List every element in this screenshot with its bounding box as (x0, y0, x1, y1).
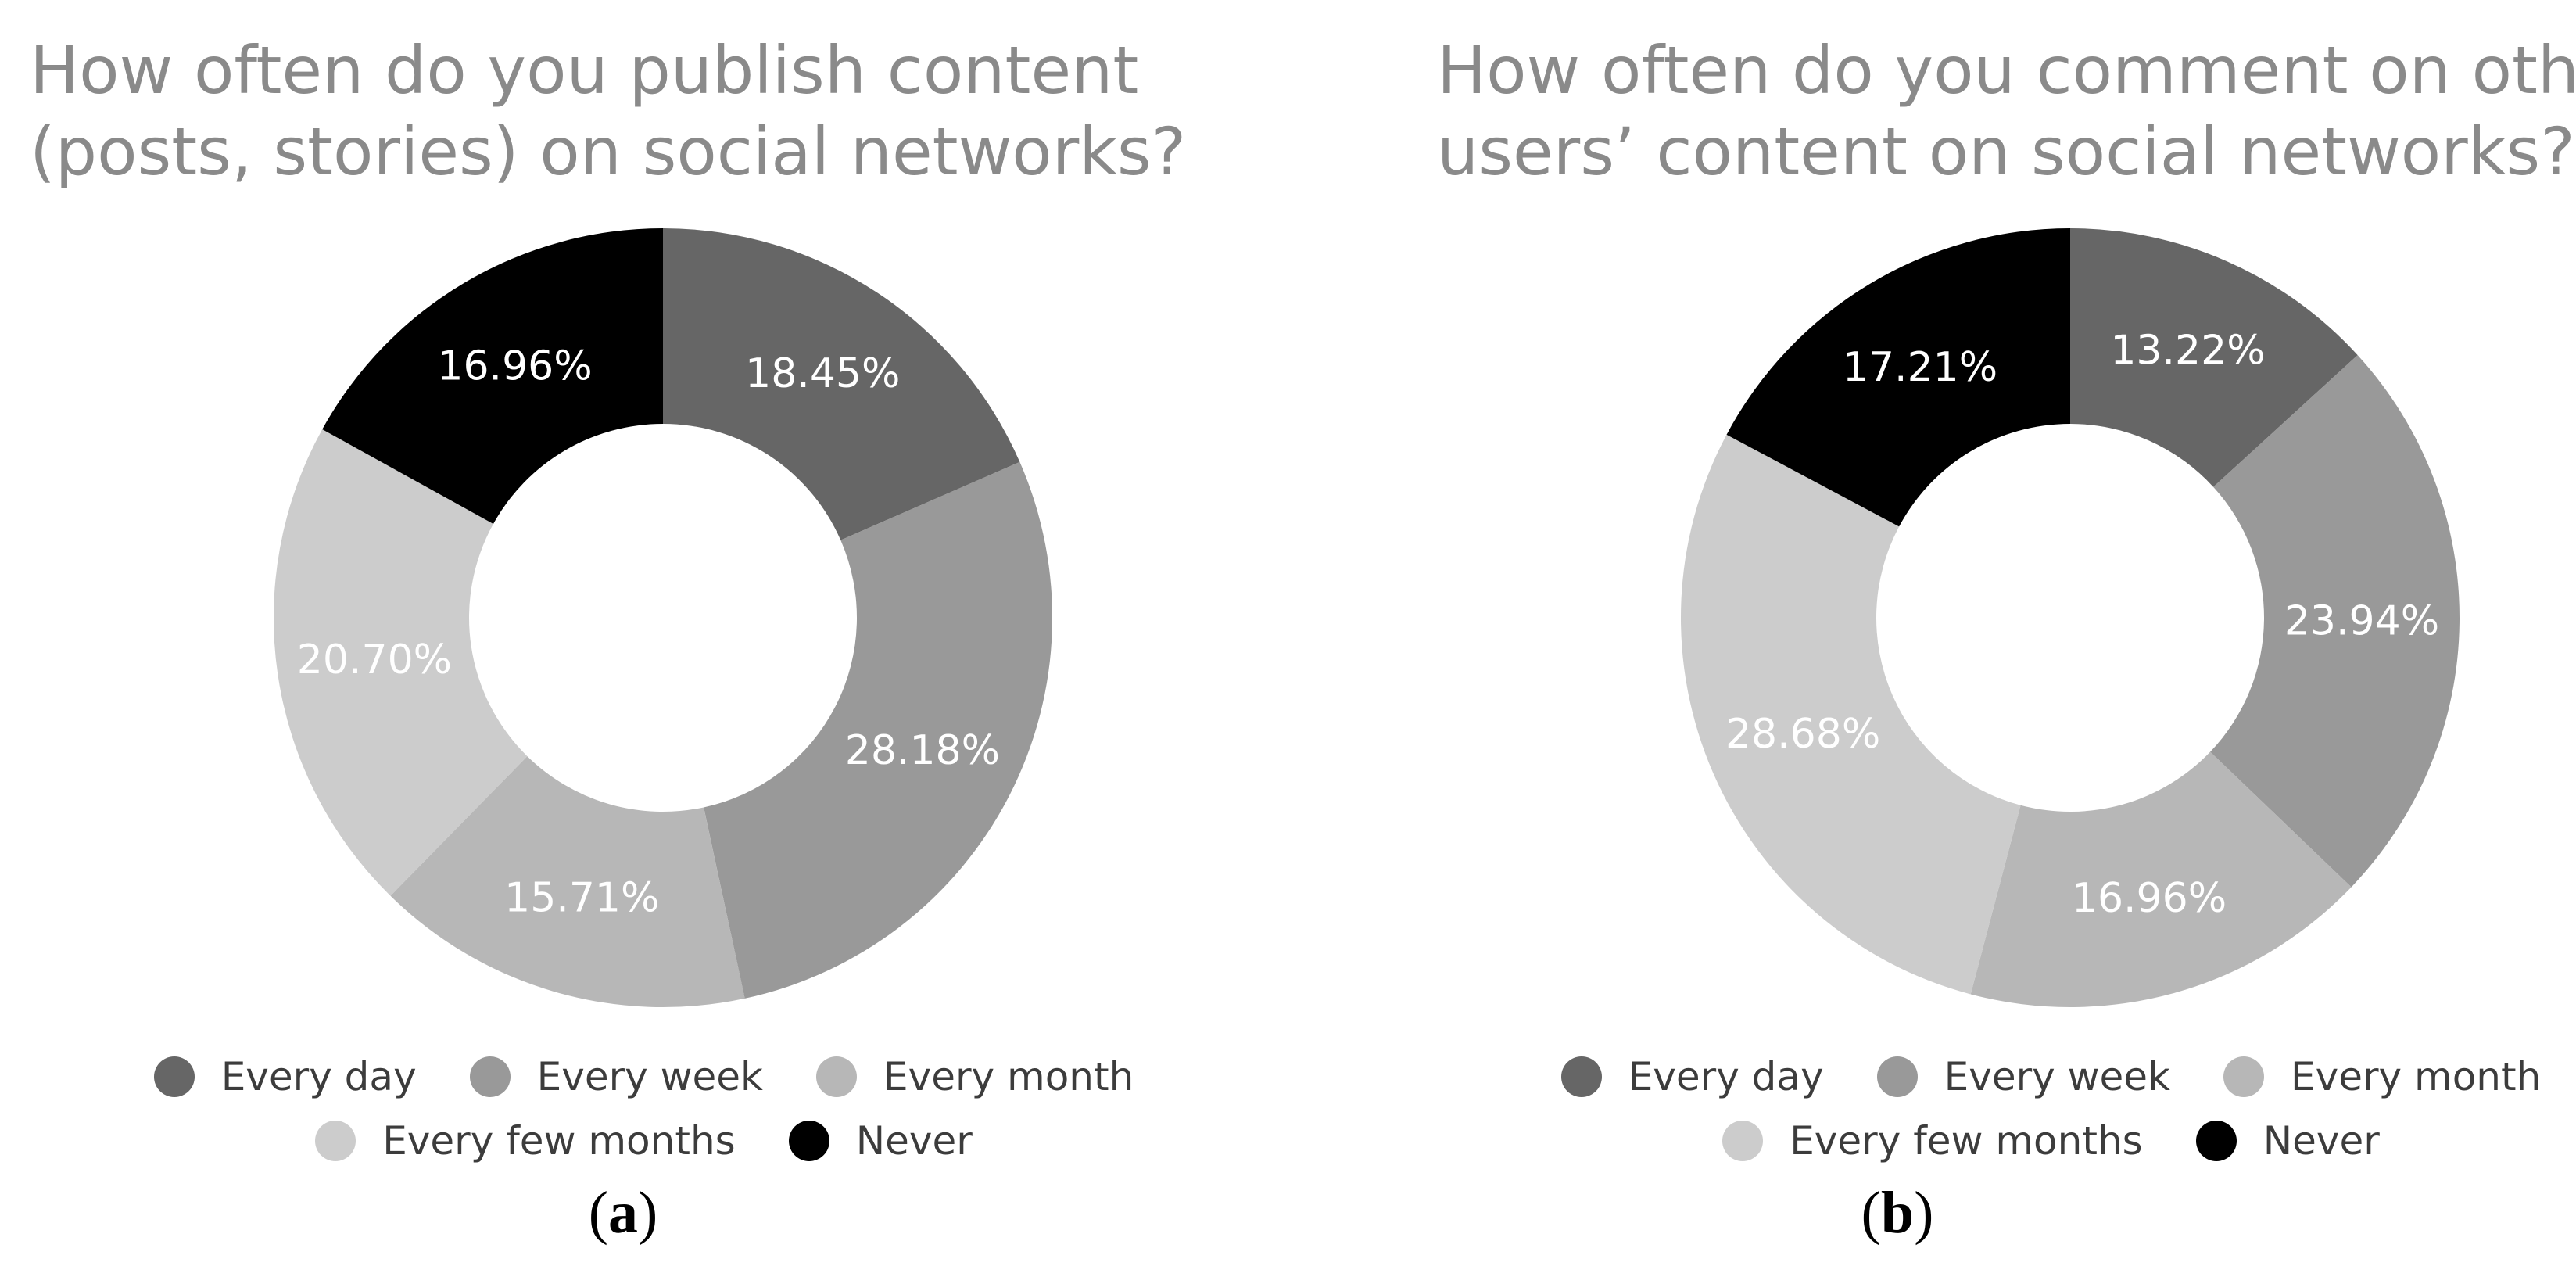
legend-row-2: Every few months Never (0, 1118, 1288, 1164)
donut-slice-every-month (390, 756, 745, 1007)
legend-item-every-week: Every week (469, 1054, 764, 1099)
donut-data-label: 13.22% (2110, 328, 2265, 375)
chart-panel-a: How often do you publish content (posts,… (0, 32, 1288, 1246)
donut-data-label: 20.70% (297, 637, 452, 683)
legend-label: Every day (220, 1054, 417, 1099)
legend-label: Every few months (382, 1118, 736, 1164)
chart-title: How often do you comment on other users’… (1437, 32, 2576, 190)
donut-data-label: 16.96% (437, 343, 592, 390)
legend-item-every-day: Every day (1560, 1054, 1824, 1099)
legend-item-never: Never (788, 1118, 973, 1164)
legend-label: Every month (2291, 1054, 2542, 1099)
donut-data-label: 17.21% (1843, 344, 1997, 391)
donut-data-label: 28.18% (845, 727, 1000, 774)
caption-b: (b) (1861, 1180, 1934, 1246)
legend-swatch (315, 1121, 356, 1161)
legend-label: Every few months (1790, 1118, 2143, 1164)
legend-item-every-few-months: Every few months (1722, 1118, 2143, 1164)
legend-label: Never (855, 1118, 973, 1164)
legend-label: Never (2263, 1118, 2380, 1164)
donut-data-label: 28.68% (1725, 711, 1880, 758)
legend-item-every-week: Every week (1876, 1054, 2171, 1099)
donut-chart-b: 13.22% 23.94% 16.96% 28.68% 17.21% (1681, 228, 2460, 1007)
legend-swatch (153, 1056, 195, 1097)
legend-item-every-day: Every day (153, 1054, 417, 1099)
caption-letter: b (1880, 1180, 1915, 1246)
legend-swatch (1876, 1056, 1918, 1097)
legend-swatch (2223, 1056, 2265, 1097)
chart-panel-b: How often do you comment on other users’… (1407, 0, 2576, 1266)
donut-slice-every-few-months (1681, 434, 2021, 995)
legend-swatch (469, 1056, 511, 1097)
donut-slice-never (322, 228, 663, 524)
legend-label: Every day (1628, 1054, 1824, 1099)
donut-slice-every-day (663, 228, 1020, 540)
donut-data-label: 16.96% (2072, 875, 2227, 922)
caption-a: (a) (588, 1180, 658, 1246)
donut-slice-every-day (2070, 228, 2358, 487)
legend-swatch (2195, 1121, 2237, 1161)
donut-slice-every-few-months (273, 429, 528, 896)
donut-data-label: 18.45% (745, 350, 900, 397)
legend-row-1: Every day Every week Every month (0, 1054, 1288, 1099)
donut-slice-every-week (704, 461, 1052, 999)
legend-row-2: Every few months Never (1407, 1118, 2576, 1164)
chart-title: How often do you publish content (posts,… (30, 32, 1187, 190)
caption-letter: a (608, 1180, 638, 1246)
legend-label: Every month (883, 1054, 1134, 1099)
donut-slice-every-month (1970, 751, 2352, 1007)
donut-slice-never (1726, 228, 2070, 527)
legend-swatch (816, 1056, 858, 1097)
legend-label: Every week (1944, 1054, 2171, 1099)
legend-item-never: Never (2195, 1118, 2380, 1164)
legend-row-1: Every day Every week Every month (1407, 1054, 2576, 1099)
legend-label: Every week (536, 1054, 764, 1099)
donut-slice-every-week (2210, 355, 2460, 888)
legend-item-every-month: Every month (2223, 1054, 2541, 1099)
legend-item-every-month: Every month (816, 1054, 1134, 1099)
legend-swatch (1722, 1121, 1764, 1161)
donut-chart-a: 18.45% 28.18% 15.71% 20.70% 16.96% (273, 228, 1052, 1007)
legend-swatch (788, 1121, 829, 1161)
donut-data-label: 23.94% (2284, 597, 2439, 644)
legend-item-every-few-months: Every few months (315, 1118, 736, 1164)
legend-swatch (1560, 1056, 1602, 1097)
donut-data-label: 15.71% (504, 874, 659, 921)
